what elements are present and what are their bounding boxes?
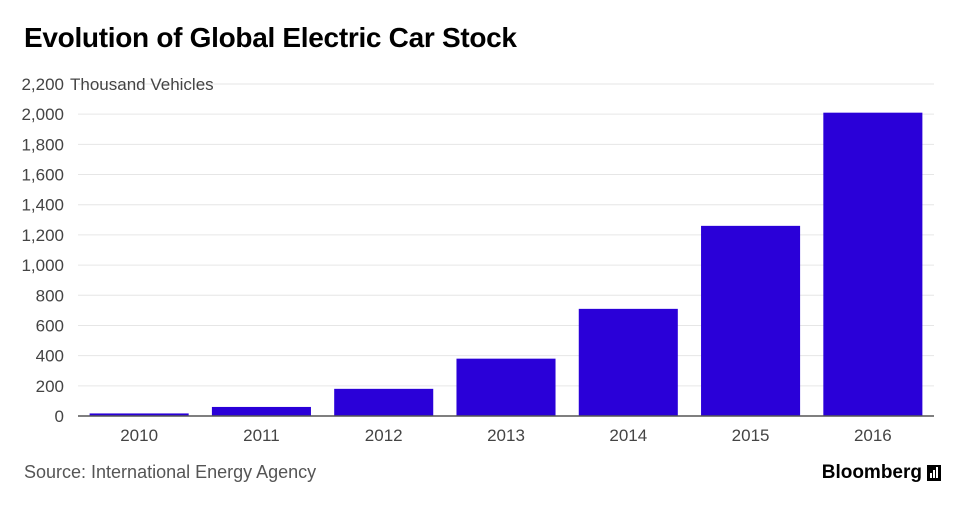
brand-name: Bloomberg <box>821 462 922 483</box>
x-axis-labels: 2010 2011 2012 2013 2014 2015 2016 <box>120 426 892 445</box>
y-tick-label: 1,000 <box>21 256 64 275</box>
bar-2015 <box>701 225 801 416</box>
x-tick-label: 2012 <box>365 426 403 445</box>
bars <box>89 112 923 416</box>
x-tick-label: 2013 <box>487 426 525 445</box>
y-tick-label: 1,200 <box>21 226 64 245</box>
y-tick-label: 1,800 <box>21 135 64 154</box>
bar-2016 <box>823 112 923 416</box>
y-axis-unit-label: Thousand Vehicles <box>70 75 214 94</box>
x-tick-label: 2016 <box>854 426 892 445</box>
bar-2010 <box>89 413 189 416</box>
x-tick-label: 2015 <box>732 426 770 445</box>
bar-2012 <box>334 388 434 416</box>
chart-title: Evolution of Global Electric Car Stock <box>24 22 517 53</box>
y-tick-label: 200 <box>36 377 64 396</box>
y-tick-label: 0 <box>55 407 64 426</box>
y-tick-label: 2,200 <box>21 75 64 94</box>
y-axis-labels: 0 200 400 600 800 1,000 1,200 1,400 1,600 1,800 2,… <box>21 75 213 426</box>
bar-2011 <box>211 406 311 416</box>
x-tick-label: 2014 <box>609 426 647 445</box>
x-tick-label: 2011 <box>243 426 280 445</box>
bar-chart-icon <box>927 465 941 481</box>
y-tick-label: 1,600 <box>21 166 64 185</box>
y-tick-label: 400 <box>36 347 64 366</box>
x-tick-label: 2010 <box>120 426 158 445</box>
y-tick-label: 800 <box>36 286 64 305</box>
bar-2013 <box>456 358 556 416</box>
source-note: Source: International Energy Agency <box>24 462 317 482</box>
gridlines <box>78 83 934 387</box>
y-tick-label: 1,400 <box>21 196 64 215</box>
bloomberg-logo: Bloomberg <box>822 462 941 484</box>
bar-2014 <box>578 308 678 416</box>
y-tick-label: 2,000 <box>21 105 64 124</box>
y-tick-label: 600 <box>36 316 64 335</box>
